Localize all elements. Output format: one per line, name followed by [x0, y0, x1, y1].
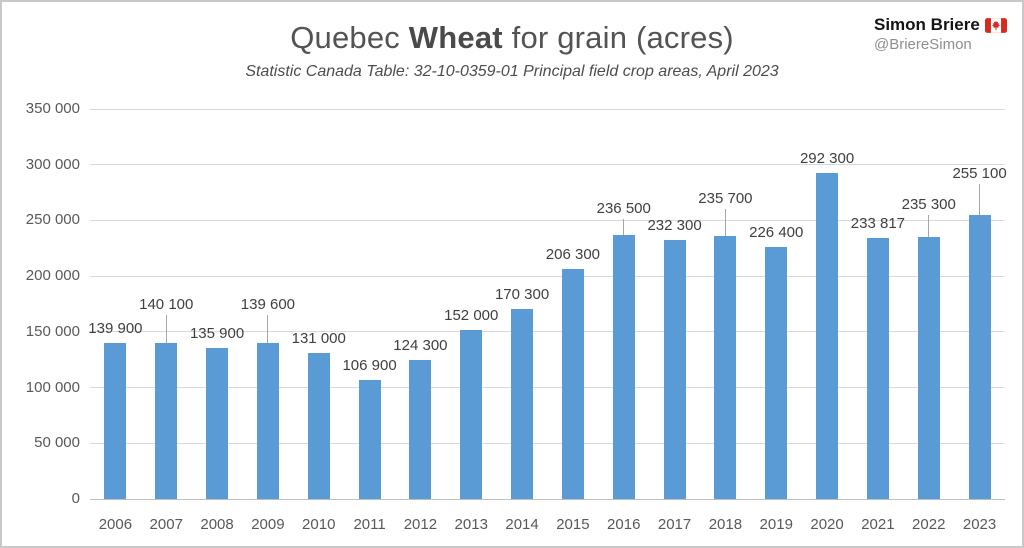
bar-value-label: 135 900: [189, 324, 245, 342]
bar-value-label: 232 300: [647, 217, 702, 235]
gridline: [90, 219, 1005, 221]
chart-title: Quebec Wheat for grain (acres): [2, 20, 1022, 56]
bar-2015: [561, 269, 584, 499]
x-axis-tick-label: 2017: [657, 516, 692, 533]
x-axis-tick-label: 2007: [149, 516, 183, 533]
x-axis-tick-label: 2010: [302, 516, 336, 533]
label-leader-line: [267, 315, 269, 344]
bar-value-label: 131 000: [291, 330, 346, 348]
label-leader-line: [928, 214, 930, 237]
gridline: [90, 164, 1005, 166]
x-axis-tick-label: 2009: [251, 516, 285, 533]
bar-value-label: 292 300: [799, 150, 855, 168]
label-leader-line: [623, 219, 625, 236]
bar-value-label: 226 400: [749, 223, 804, 241]
x-axis-tick-label: 2008: [200, 516, 234, 533]
x-axis-tick-label: 2020: [810, 516, 844, 533]
bar-2010: [307, 353, 330, 499]
y-axis-tick-label: 350 000: [25, 100, 80, 117]
y-axis-tick-label: 300 000: [25, 155, 80, 173]
bar-value-label: 139 900: [88, 320, 143, 338]
gridline: [90, 387, 1005, 389]
bar-value-label: 139 600: [240, 296, 296, 314]
author-name: Simon Briere: [874, 15, 980, 34]
gridline: [90, 331, 1005, 333]
x-axis-tick-label: 2015: [556, 516, 590, 533]
x-axis-tick-label: 2006: [98, 516, 133, 533]
label-leader-line: [979, 183, 981, 215]
author-handle: @BriereSimon: [874, 36, 972, 53]
bar-2014: [511, 309, 534, 499]
bar-2013: [460, 329, 483, 499]
title-suffix: for grain (acres): [511, 20, 734, 55]
bar-value-label: 235 300: [901, 195, 956, 213]
bar-2011: [358, 379, 381, 499]
bar-value-label: 106 900: [342, 356, 397, 374]
bar-2007: [155, 342, 178, 499]
bar-2019: [765, 246, 788, 499]
x-axis-tick-label: 2014: [505, 516, 539, 533]
x-axis-tick-label: 2018: [708, 516, 743, 533]
label-leader-line: [165, 314, 167, 343]
y-axis-tick-label: 200 000: [25, 267, 80, 285]
bar-value-label: 140 100: [139, 295, 194, 313]
gridline: [90, 442, 1005, 444]
x-axis-tick-label: 2019: [759, 516, 793, 533]
bar-2006: [104, 343, 127, 499]
bar-value-label: 170 300: [494, 286, 550, 304]
bar-2022: [917, 236, 940, 499]
gridline: [90, 275, 1005, 277]
y-axis-tick-label: 0: [71, 490, 80, 507]
x-axis-tick-label: 2022: [912, 516, 946, 533]
bar-2009: [256, 343, 279, 499]
bar-2021: [866, 238, 889, 499]
bar-2012: [409, 360, 432, 499]
bar-value-label: 124 300: [393, 337, 448, 355]
x-axis-tick-label: 2021: [861, 516, 895, 533]
bar-value-label: 236 500: [596, 200, 651, 218]
bar-value-label: 206 300: [545, 246, 601, 264]
y-axis-tick-label: 50 000: [34, 434, 80, 452]
bar-value-label: 255 100: [952, 164, 1007, 182]
bar-value-label: 233 817: [850, 215, 906, 233]
bar-2008: [206, 347, 229, 499]
x-axis-tick-label: 2012: [403, 516, 438, 533]
bar-2023: [968, 214, 991, 499]
x-axis-tick-label: 2016: [607, 516, 641, 533]
x-axis-tick-label: 2013: [454, 516, 488, 533]
bar-value-label: 152 000: [444, 306, 499, 324]
bar-value-label: 235 700: [698, 190, 753, 208]
y-axis-tick-label: 100 000: [25, 378, 80, 396]
x-axis-tick-label: 2011: [353, 516, 386, 533]
y-axis-tick-label: 250 000: [25, 211, 80, 229]
x-axis-tick-label: 2023: [962, 516, 997, 533]
x-axis-line: [90, 498, 1005, 500]
bar-2016: [612, 235, 635, 499]
bar-2017: [663, 240, 686, 499]
y-axis-tick-label: 150 000: [25, 322, 80, 340]
canada-flag-icon: [984, 17, 1007, 33]
title-prefix: Quebec: [290, 20, 400, 55]
label-leader-line: [724, 209, 726, 237]
bar-2018: [714, 236, 737, 499]
gridline: [90, 108, 1005, 110]
chart-subtitle: Statistic Canada Table: 32-10-0359-01 Pr…: [245, 63, 779, 80]
author-byline: Simon Briere @BriereSimon: [874, 15, 1007, 53]
title-crop-name: Wheat: [408, 20, 503, 55]
bar-2020: [816, 173, 839, 499]
